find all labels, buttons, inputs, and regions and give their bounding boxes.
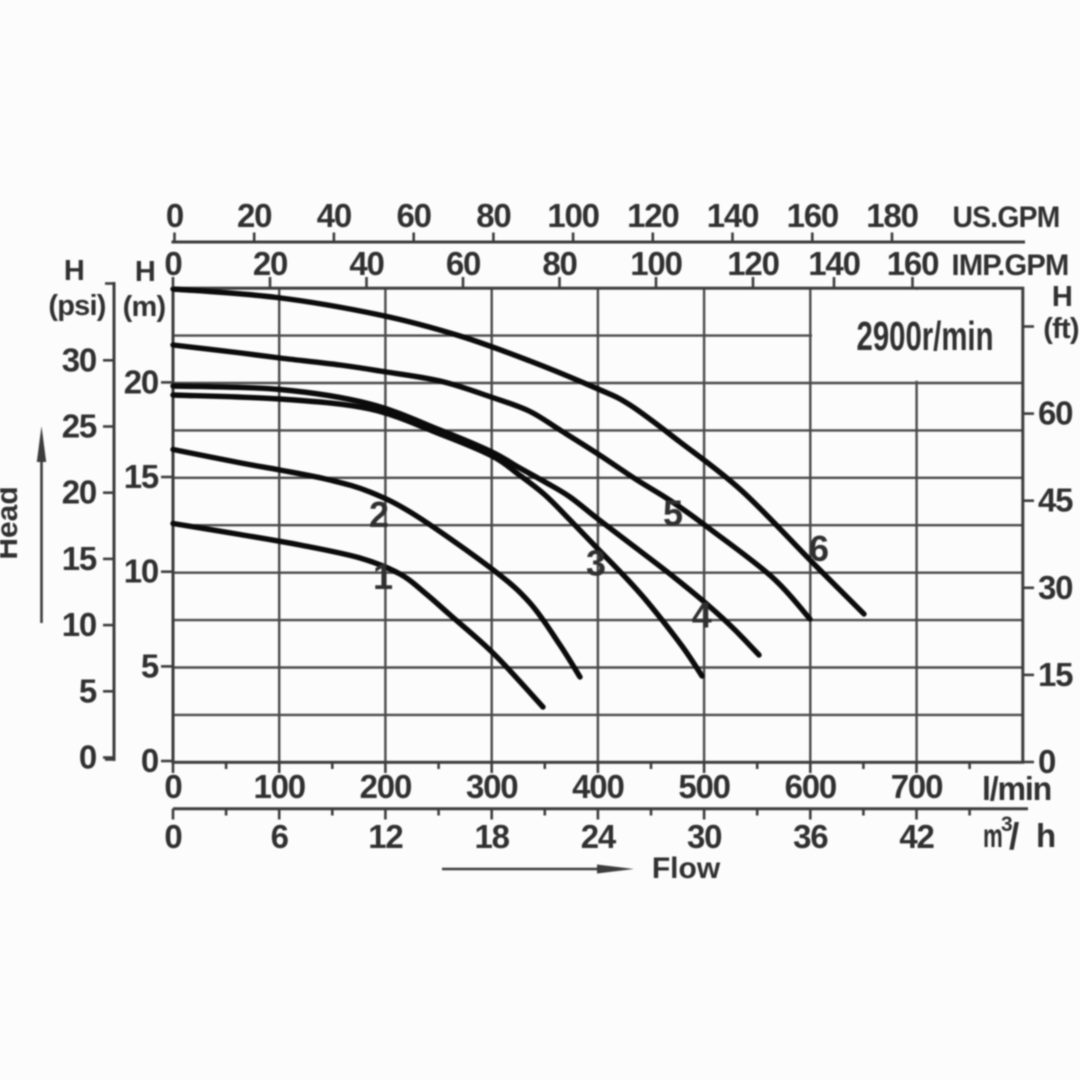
svg-text:H: H xyxy=(64,255,84,287)
svg-text:40: 40 xyxy=(349,245,383,282)
svg-text:600: 600 xyxy=(785,768,836,805)
svg-text:60: 60 xyxy=(446,245,480,282)
svg-text:100: 100 xyxy=(253,768,304,805)
svg-text:60: 60 xyxy=(397,197,431,234)
svg-text:120: 120 xyxy=(727,245,778,282)
svg-text:IMP.GPM: IMP.GPM xyxy=(952,249,1069,282)
svg-text:h: h xyxy=(1036,817,1055,854)
svg-text:12: 12 xyxy=(368,818,403,855)
svg-text:/: / xyxy=(1009,816,1019,857)
svg-text:18: 18 xyxy=(475,818,510,855)
svg-text:140: 140 xyxy=(808,245,859,282)
svg-text:42: 42 xyxy=(899,818,934,855)
svg-text:5: 5 xyxy=(79,672,97,709)
svg-text:0: 0 xyxy=(164,818,181,855)
svg-text:US.GPM: US.GPM xyxy=(953,201,1060,234)
svg-text:20: 20 xyxy=(237,197,271,234)
svg-text:15: 15 xyxy=(124,458,159,495)
svg-text:60: 60 xyxy=(1038,395,1072,432)
svg-text:40: 40 xyxy=(317,197,351,234)
svg-text:140: 140 xyxy=(707,197,758,234)
svg-text:300: 300 xyxy=(466,768,517,805)
svg-text:160: 160 xyxy=(787,197,838,234)
svg-text:5: 5 xyxy=(663,493,683,534)
svg-text:160: 160 xyxy=(887,245,938,282)
svg-text:2: 2 xyxy=(369,494,389,535)
svg-text:30: 30 xyxy=(1038,569,1072,606)
svg-text:l/min: l/min xyxy=(982,770,1051,807)
svg-text:100: 100 xyxy=(630,245,681,282)
svg-text:3: 3 xyxy=(1001,813,1013,836)
svg-text:30: 30 xyxy=(687,818,721,855)
svg-text:0: 0 xyxy=(164,768,181,805)
svg-text:H: H xyxy=(1052,281,1072,313)
svg-text:500: 500 xyxy=(678,768,729,805)
svg-text:0: 0 xyxy=(79,739,96,776)
svg-text:20: 20 xyxy=(253,245,287,282)
svg-text:700: 700 xyxy=(891,768,942,805)
svg-text:10: 10 xyxy=(124,553,158,590)
svg-text:Head: Head xyxy=(0,486,24,559)
svg-text:200: 200 xyxy=(360,768,411,805)
svg-text:100: 100 xyxy=(547,197,598,234)
svg-text:10: 10 xyxy=(62,606,96,643)
svg-text:m: m xyxy=(983,817,1002,854)
svg-text:H: H xyxy=(135,256,155,288)
svg-text:1: 1 xyxy=(373,556,393,597)
svg-text:80: 80 xyxy=(542,245,576,282)
svg-text:120: 120 xyxy=(627,197,678,234)
svg-text:36: 36 xyxy=(793,818,828,855)
svg-text:25: 25 xyxy=(62,408,97,445)
svg-text:0: 0 xyxy=(1038,743,1055,780)
svg-text:0: 0 xyxy=(166,197,183,234)
svg-text:24: 24 xyxy=(581,818,617,855)
svg-text:6: 6 xyxy=(271,818,289,855)
svg-text:30: 30 xyxy=(62,341,96,378)
svg-text:15: 15 xyxy=(62,540,97,577)
svg-text:(m): (m) xyxy=(123,291,166,323)
svg-text:80: 80 xyxy=(476,197,510,234)
svg-text:0: 0 xyxy=(141,742,158,779)
svg-text:2900r/min: 2900r/min xyxy=(857,313,994,359)
svg-text:180: 180 xyxy=(866,197,917,234)
svg-text:4: 4 xyxy=(692,595,712,636)
svg-text:5: 5 xyxy=(141,647,159,684)
svg-text:(psi): (psi) xyxy=(48,290,105,322)
svg-text:20: 20 xyxy=(62,474,96,511)
svg-text:6: 6 xyxy=(809,528,829,569)
svg-text:15: 15 xyxy=(1038,656,1073,693)
svg-text:Flow: Flow xyxy=(652,852,721,885)
svg-text:3: 3 xyxy=(586,543,606,584)
svg-text:0: 0 xyxy=(164,245,181,282)
svg-text:20: 20 xyxy=(124,363,158,400)
svg-text:(ft): (ft) xyxy=(1043,313,1079,345)
svg-text:45: 45 xyxy=(1038,482,1073,519)
svg-text:400: 400 xyxy=(572,768,623,805)
